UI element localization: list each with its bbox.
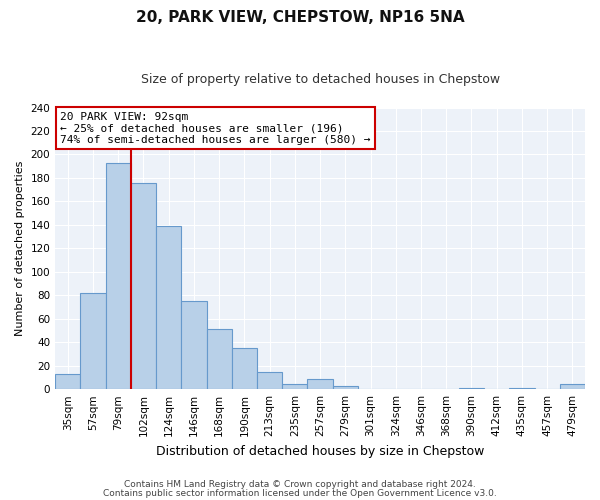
Title: Size of property relative to detached houses in Chepstow: Size of property relative to detached ho… bbox=[140, 72, 500, 86]
Bar bbox=[509, 388, 535, 389]
Bar bbox=[206, 330, 232, 389]
Text: Contains public sector information licensed under the Open Government Licence v3: Contains public sector information licen… bbox=[103, 488, 497, 498]
Bar bbox=[282, 384, 307, 389]
Text: Contains HM Land Registry data © Crown copyright and database right 2024.: Contains HM Land Registry data © Crown c… bbox=[124, 480, 476, 489]
Bar bbox=[131, 182, 156, 389]
X-axis label: Distribution of detached houses by size in Chepstow: Distribution of detached houses by size … bbox=[156, 444, 484, 458]
Bar bbox=[459, 388, 484, 389]
Text: 20, PARK VIEW, CHEPSTOW, NP16 5NA: 20, PARK VIEW, CHEPSTOW, NP16 5NA bbox=[136, 10, 464, 25]
Bar bbox=[80, 293, 106, 389]
Bar bbox=[307, 378, 332, 389]
Text: 20 PARK VIEW: 92sqm
← 25% of detached houses are smaller (196)
74% of semi-detac: 20 PARK VIEW: 92sqm ← 25% of detached ho… bbox=[61, 112, 371, 145]
Y-axis label: Number of detached properties: Number of detached properties bbox=[15, 160, 25, 336]
Bar bbox=[55, 374, 80, 389]
Bar bbox=[332, 386, 358, 389]
Bar bbox=[560, 384, 585, 389]
Bar bbox=[257, 372, 282, 389]
Bar bbox=[156, 226, 181, 389]
Bar bbox=[181, 301, 206, 389]
Bar bbox=[232, 348, 257, 389]
Bar bbox=[106, 162, 131, 389]
